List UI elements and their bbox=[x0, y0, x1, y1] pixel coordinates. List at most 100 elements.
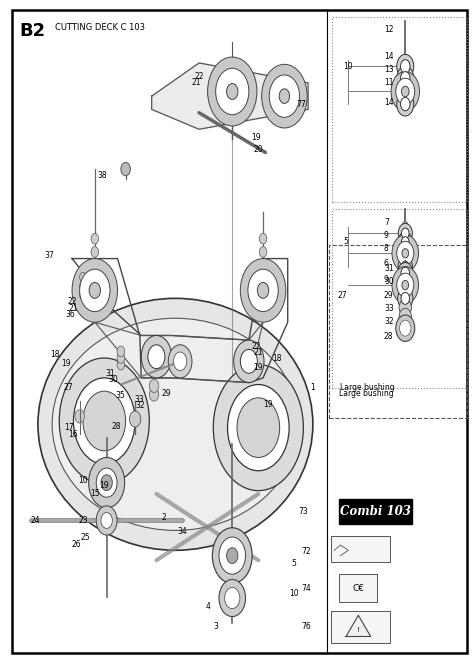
Text: Large bushing: Large bushing bbox=[340, 383, 395, 392]
Circle shape bbox=[96, 468, 117, 497]
Text: 31: 31 bbox=[384, 264, 393, 273]
Text: 28: 28 bbox=[111, 422, 121, 431]
Circle shape bbox=[401, 292, 410, 304]
Circle shape bbox=[399, 308, 411, 326]
Circle shape bbox=[397, 54, 414, 78]
Text: CUTTING DECK C 103: CUTTING DECK C 103 bbox=[55, 23, 145, 32]
Text: 19: 19 bbox=[263, 400, 273, 409]
Text: Combi 103: Combi 103 bbox=[340, 505, 411, 518]
Circle shape bbox=[396, 315, 415, 341]
Circle shape bbox=[397, 241, 414, 265]
Bar bbox=[339, 574, 377, 602]
Circle shape bbox=[83, 391, 126, 451]
Text: 76: 76 bbox=[301, 622, 310, 631]
Circle shape bbox=[91, 247, 99, 257]
Circle shape bbox=[89, 282, 100, 298]
Circle shape bbox=[101, 512, 112, 528]
Text: 5: 5 bbox=[292, 559, 296, 568]
Circle shape bbox=[397, 92, 414, 116]
Circle shape bbox=[401, 237, 409, 247]
Text: 10: 10 bbox=[344, 62, 353, 71]
Text: 35: 35 bbox=[116, 391, 125, 400]
Text: 3: 3 bbox=[213, 622, 218, 631]
Text: 31: 31 bbox=[105, 369, 115, 378]
Text: Large bushing: Large bushing bbox=[339, 389, 393, 398]
Circle shape bbox=[402, 280, 409, 290]
Circle shape bbox=[397, 66, 414, 90]
Circle shape bbox=[213, 365, 303, 491]
Circle shape bbox=[398, 223, 412, 243]
Text: 74: 74 bbox=[301, 584, 310, 593]
Circle shape bbox=[392, 235, 419, 272]
Bar bbox=[332, 17, 467, 202]
Circle shape bbox=[264, 272, 271, 282]
Text: 77: 77 bbox=[296, 100, 306, 109]
Text: 25: 25 bbox=[81, 532, 90, 542]
Text: 9: 9 bbox=[384, 231, 389, 240]
Circle shape bbox=[262, 64, 307, 128]
Circle shape bbox=[96, 506, 117, 535]
Circle shape bbox=[80, 282, 86, 291]
Circle shape bbox=[402, 54, 408, 62]
Circle shape bbox=[396, 78, 415, 105]
Circle shape bbox=[75, 410, 84, 423]
Circle shape bbox=[398, 232, 412, 252]
Circle shape bbox=[401, 267, 410, 279]
Polygon shape bbox=[152, 63, 308, 129]
Bar bbox=[332, 209, 467, 388]
Text: 21: 21 bbox=[69, 304, 78, 313]
Circle shape bbox=[398, 263, 413, 284]
Circle shape bbox=[149, 388, 159, 401]
Circle shape bbox=[398, 257, 412, 276]
Ellipse shape bbox=[38, 298, 313, 550]
Circle shape bbox=[401, 261, 409, 272]
Circle shape bbox=[240, 259, 286, 322]
Text: 20: 20 bbox=[254, 145, 263, 154]
Circle shape bbox=[173, 352, 187, 371]
Circle shape bbox=[401, 86, 409, 97]
Bar bbox=[339, 499, 412, 524]
Circle shape bbox=[212, 528, 252, 583]
Bar bbox=[331, 536, 390, 562]
Circle shape bbox=[148, 345, 165, 369]
Circle shape bbox=[269, 75, 300, 117]
Text: 18: 18 bbox=[273, 353, 282, 363]
Bar bbox=[331, 611, 390, 643]
Circle shape bbox=[401, 72, 410, 85]
Text: 29: 29 bbox=[384, 290, 393, 300]
Text: 33: 33 bbox=[134, 394, 144, 404]
Text: 32: 32 bbox=[136, 401, 145, 410]
Text: 30: 30 bbox=[109, 375, 118, 385]
Circle shape bbox=[400, 320, 411, 336]
Text: 36: 36 bbox=[65, 310, 75, 320]
Circle shape bbox=[234, 340, 264, 383]
Circle shape bbox=[392, 267, 419, 304]
Circle shape bbox=[257, 282, 269, 298]
Text: !: ! bbox=[357, 627, 360, 633]
Text: 12: 12 bbox=[384, 25, 393, 34]
Circle shape bbox=[225, 587, 240, 609]
Text: 22: 22 bbox=[67, 297, 77, 306]
Circle shape bbox=[391, 72, 419, 111]
Circle shape bbox=[129, 411, 141, 427]
Text: 22: 22 bbox=[194, 72, 204, 81]
Circle shape bbox=[401, 60, 410, 73]
Circle shape bbox=[121, 162, 130, 176]
Circle shape bbox=[397, 273, 414, 297]
Circle shape bbox=[216, 68, 249, 115]
Circle shape bbox=[168, 345, 192, 378]
Ellipse shape bbox=[52, 318, 299, 530]
Circle shape bbox=[402, 221, 408, 229]
Circle shape bbox=[219, 579, 246, 617]
Circle shape bbox=[219, 537, 246, 574]
Bar bbox=[329, 245, 467, 418]
Circle shape bbox=[279, 89, 290, 103]
Circle shape bbox=[227, 84, 238, 99]
Text: 16: 16 bbox=[69, 430, 78, 439]
Circle shape bbox=[117, 359, 125, 370]
Circle shape bbox=[117, 353, 125, 363]
Text: 11: 11 bbox=[384, 78, 393, 88]
Text: 10: 10 bbox=[78, 476, 88, 485]
Circle shape bbox=[398, 288, 413, 309]
Text: 4: 4 bbox=[206, 602, 211, 611]
